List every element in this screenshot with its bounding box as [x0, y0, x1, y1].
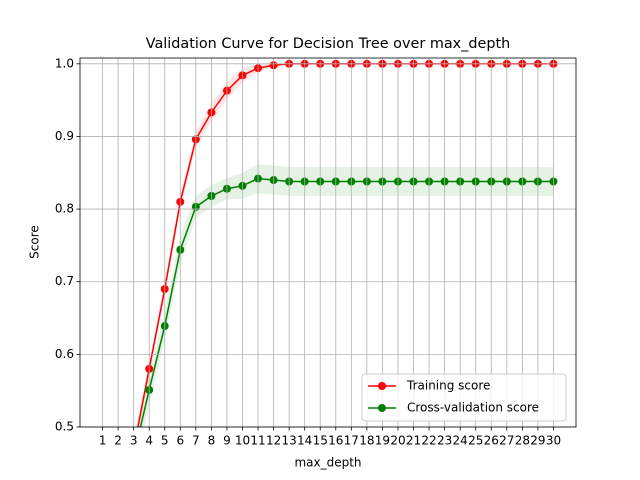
y-axis-label: Score [28, 225, 42, 259]
y-tick-label: 0.7 [55, 274, 74, 288]
std-band [136, 361, 150, 427]
x-tick-label: 19 [375, 434, 390, 448]
y-tick-label: 0.6 [55, 347, 74, 361]
legend-box [361, 373, 567, 422]
x-tick-label: 27 [499, 434, 514, 448]
x-tick-label: 17 [344, 434, 359, 448]
x-tick-label: 12 [266, 434, 281, 448]
x-tick-label: 6 [176, 434, 184, 448]
x-tick-label: 29 [530, 434, 545, 448]
x-tick-label: 26 [484, 434, 499, 448]
x-tick-label: 30 [546, 434, 561, 448]
x-tick-label: 18 [359, 434, 374, 448]
x-tick-label: 5 [161, 434, 169, 448]
legend-label: Cross-validation score [407, 401, 539, 415]
x-tick-label: 7 [192, 434, 200, 448]
x-tick-label: 25 [468, 434, 483, 448]
x-tick-label: 20 [390, 434, 405, 448]
y-tick-label: 0.8 [55, 202, 74, 216]
x-tick-label: 24 [453, 434, 468, 448]
x-tick-label: 9 [223, 434, 231, 448]
x-tick-label: 2 [114, 434, 122, 448]
chart-title: Validation Curve for Decision Tree over … [146, 36, 511, 52]
legend-label: Training score [406, 379, 490, 393]
x-tick-label: 16 [328, 434, 343, 448]
x-tick-label: 22 [421, 434, 436, 448]
x-tick-label: 1 [99, 434, 107, 448]
x-tick-label: 23 [437, 434, 452, 448]
y-tick-label: 0.9 [55, 129, 74, 143]
point [130, 452, 138, 460]
x-tick-label: 14 [297, 434, 312, 448]
x-tick-label: 11 [250, 434, 265, 448]
legend-marker [378, 382, 386, 390]
plot-area [130, 59, 558, 460]
x-tick-label: 3 [130, 434, 138, 448]
x-tick-label: 13 [281, 434, 296, 448]
x-axis-label: max_depth [294, 456, 361, 470]
y-tick-label: 0.5 [55, 420, 74, 434]
axes-frame [79, 57, 577, 428]
std-band [226, 172, 243, 200]
x-tick-label: 21 [406, 434, 421, 448]
x-tick-label: 28 [515, 434, 530, 448]
x-tick-label: 8 [208, 434, 216, 448]
x-tick-label: 10 [235, 434, 250, 448]
legend-marker [378, 404, 386, 412]
x-tick-label: 15 [313, 434, 328, 448]
y-tick-label: 1.0 [55, 56, 74, 70]
x-tick-label: 4 [145, 434, 153, 448]
